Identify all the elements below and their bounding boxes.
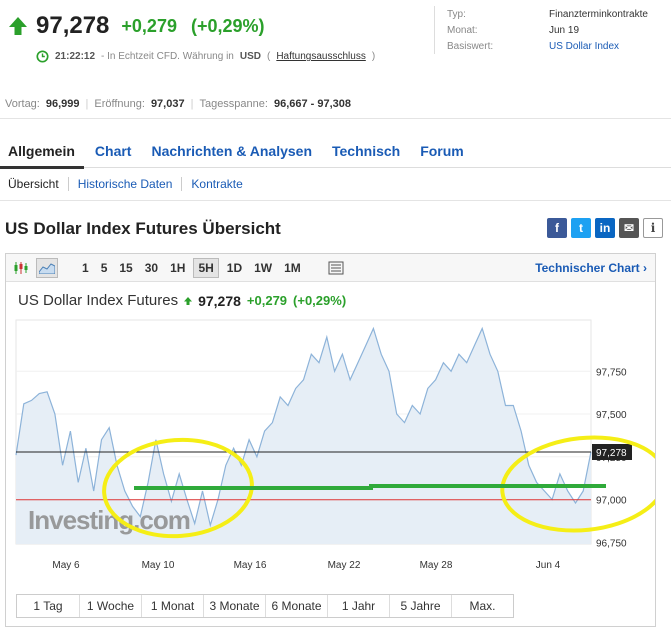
subtab-overview[interactable]: Übersicht [8, 177, 59, 191]
contract-meta: Typ: Finanzterminkontrakte Monat: Jun 19… [434, 6, 664, 54]
current-price-tag [592, 444, 632, 461]
x-tick-label: May 10 [142, 560, 175, 571]
chart-widget: 1 5 15 30 1H 5H 1D 1W 1M Technischer Cha… [5, 253, 656, 627]
up-arrow-icon [9, 17, 27, 35]
tab-news-analysis[interactable]: Nachrichten & Analysen [151, 143, 312, 159]
tab-chart[interactable]: Chart [94, 143, 132, 159]
current-price-label: 97,278 [596, 448, 627, 459]
y-tick-label: 97,000 [596, 496, 627, 507]
period-1m[interactable]: 1 [82, 260, 89, 275]
last-price: 97,278 [36, 12, 110, 39]
share-buttons: f t in ✉ i [547, 218, 663, 238]
currency: USD [239, 51, 261, 62]
chart-up-arrow-icon [184, 296, 193, 305]
prev-close-value: 96,999 [45, 98, 80, 110]
x-tick-label: May 22 [328, 560, 361, 571]
technical-chart-link[interactable]: Technischer Chart › [535, 260, 647, 275]
y-tick-label: 97,750 [596, 367, 627, 378]
subtab-contracts[interactable]: Kontrakte [181, 177, 251, 191]
meta-month: Monat: Jun 19 [447, 24, 580, 36]
range-5-years[interactable]: 5 Jahre [389, 595, 451, 617]
divider [0, 118, 671, 119]
tabs-divider [0, 167, 671, 168]
y-tick-label: 97,500 [596, 410, 627, 421]
quote-header: 97,278 +0,279 (+0,29%) 21:22:12 - In Ech… [8, 12, 375, 63]
chart-change: +0,279 [246, 293, 288, 308]
y-tick-label: 96,750 [596, 538, 627, 549]
active-tab-indicator [0, 166, 84, 169]
period-1h[interactable]: 1H [170, 260, 186, 275]
facebook-icon[interactable]: f [547, 218, 567, 238]
subtab-historical-data[interactable]: Historische Daten [67, 177, 182, 191]
range-max[interactable]: Max. [451, 595, 513, 617]
x-tick-label: May 16 [234, 560, 267, 571]
table-view-icon[interactable] [325, 258, 347, 278]
chart-toolbar: 1 5 15 30 1H 5H 1D 1W 1M Technischer Cha… [6, 254, 655, 282]
tab-forum[interactable]: Forum [420, 143, 464, 159]
twitter-icon[interactable]: t [571, 218, 591, 238]
tab-technical[interactable]: Technisch [332, 143, 401, 159]
linkedin-icon[interactable]: in [595, 218, 615, 238]
underlying-link[interactable]: US Dollar Index [549, 40, 620, 52]
day-range-value: 96,667 - 97,308 [273, 98, 352, 110]
tab-allgemein[interactable]: Allgemein [8, 143, 75, 159]
annotation-circle-right [500, 435, 655, 533]
open-value: 97,037 [150, 98, 185, 110]
x-tick-label: Jun 4 [536, 560, 561, 571]
candlestick-icon[interactable] [10, 258, 32, 278]
chart-change-percent: (+0,29%) [293, 293, 347, 308]
chart-header: US Dollar Index Futures 97,278 +0,279 (+… [18, 292, 346, 309]
range-6-months[interactable]: 6 Monate [265, 595, 327, 617]
period-1mo[interactable]: 1M [284, 260, 301, 275]
subtabs-divider [0, 200, 671, 201]
x-tick-label: May 28 [420, 560, 453, 571]
area-chart-icon[interactable] [36, 257, 58, 278]
period-5h[interactable]: 5H [193, 257, 219, 278]
range-3-months[interactable]: 3 Monate [203, 595, 265, 617]
meta-underlying: Basiswert: US Dollar Index [447, 40, 620, 52]
time-range-selector: 1 Tag 1 Woche 1 Monat 3 Monate 6 Monate … [16, 594, 514, 618]
price-change-percent: (+0,29%) [190, 15, 265, 36]
main-tabs: Allgemein Chart Nachrichten & Analysen T… [8, 143, 464, 159]
range-1-month[interactable]: 1 Monat [141, 595, 203, 617]
annotation-circle-left [102, 437, 254, 539]
period-5m[interactable]: 5 [100, 260, 108, 275]
price-chart[interactable]: 97,75097,50097,25097,00096,75097,278Inve… [6, 314, 655, 592]
chart-instrument-name: US Dollar Index Futures [18, 292, 179, 309]
sub-tabs: Übersicht Historische Daten Kontrakte [8, 177, 252, 191]
period-1d[interactable]: 1D [226, 260, 243, 275]
meta-type: Typ: Finanzterminkontrakte [447, 8, 648, 20]
price-line [15, 326, 592, 528]
period-30m[interactable]: 30 [144, 260, 159, 275]
range-1-day[interactable]: 1 Tag [17, 595, 79, 617]
section-title: US Dollar Index Futures Übersicht [5, 219, 281, 238]
realtime-note: - In Echtzeit CFD. Währung in [101, 51, 234, 62]
clock-icon [36, 50, 49, 63]
price-change: +0,279 [121, 15, 177, 36]
annotation-support-line [134, 484, 606, 490]
quote-time: 21:22:12 [55, 51, 96, 62]
range-1-year[interactable]: 1 Jahr [327, 595, 389, 617]
price-area [16, 328, 591, 544]
price-stats: Vortag: 96,999 | Eröffnung: 97,037 | Tages… [5, 98, 352, 110]
mail-icon[interactable]: ✉ [619, 218, 639, 238]
x-tick-label: May 6 [52, 560, 80, 571]
chart-price: 97,278 [198, 292, 241, 309]
info-icon[interactable]: i [643, 218, 663, 238]
range-1-week[interactable]: 1 Woche [79, 595, 141, 617]
period-1w[interactable]: 1W [254, 260, 273, 275]
period-15m[interactable]: 15 [119, 260, 133, 275]
disclaimer-link[interactable]: Haftungsausschluss [276, 51, 366, 62]
